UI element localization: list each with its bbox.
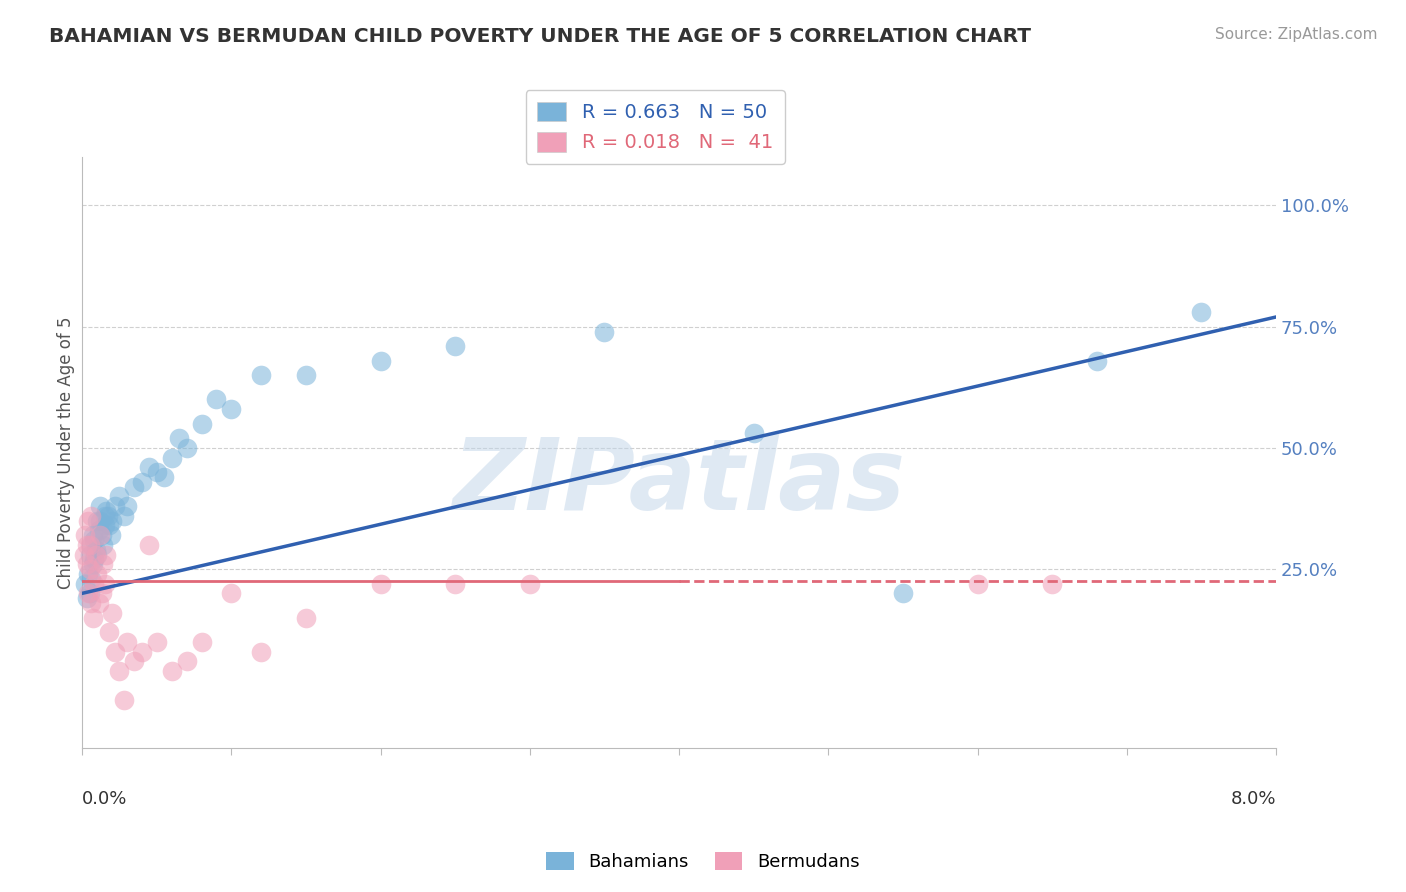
Point <box>221 586 243 600</box>
Point <box>100 528 122 542</box>
Text: 0.0%: 0.0% <box>82 790 128 808</box>
Point <box>79 586 101 600</box>
Point <box>519 576 541 591</box>
Text: BAHAMIAN VS BERMUDAN CHILD POVERTY UNDER THE AGE OF 5 CORRELATION CHART: BAHAMIAN VS BERMUDAN CHILD POVERTY UNDER… <box>49 27 1031 45</box>
Point <box>90 586 112 600</box>
Point <box>89 528 111 542</box>
Point <box>83 533 105 547</box>
Point <box>90 528 112 542</box>
Point <box>370 353 392 368</box>
Point <box>76 538 98 552</box>
Point <box>250 368 273 383</box>
Point <box>77 514 100 528</box>
Point <box>75 576 97 591</box>
Point <box>77 566 100 581</box>
Point <box>82 528 104 542</box>
Point <box>112 693 135 707</box>
Y-axis label: Child Poverty Under the Age of 5: Child Poverty Under the Age of 5 <box>58 317 75 589</box>
Point <box>83 576 105 591</box>
Point <box>176 441 198 455</box>
Point <box>93 518 115 533</box>
Point <box>94 504 117 518</box>
Point <box>86 548 108 562</box>
Point <box>108 664 131 678</box>
Point <box>80 572 103 586</box>
Point <box>87 596 110 610</box>
Point <box>108 489 131 503</box>
Point <box>153 470 176 484</box>
Point <box>83 552 105 566</box>
Point <box>86 514 108 528</box>
Point <box>87 524 110 538</box>
Point <box>115 635 138 649</box>
Point <box>1040 576 1063 591</box>
Point <box>82 610 104 624</box>
Point <box>91 538 114 552</box>
Point <box>131 644 153 658</box>
Point <box>98 625 121 640</box>
Point <box>84 542 107 557</box>
Point <box>124 654 146 668</box>
Point <box>966 576 988 591</box>
Point <box>98 518 121 533</box>
Point <box>190 635 212 649</box>
Point <box>89 499 111 513</box>
Point <box>145 635 167 649</box>
Point <box>138 460 160 475</box>
Text: 8.0%: 8.0% <box>1230 790 1277 808</box>
Point <box>444 576 467 591</box>
Point <box>80 596 103 610</box>
Point <box>76 591 98 606</box>
Point <box>79 562 101 576</box>
Point <box>96 508 118 523</box>
Point <box>101 606 124 620</box>
Point <box>167 431 190 445</box>
Point <box>1189 305 1212 319</box>
Point <box>250 644 273 658</box>
Point <box>131 475 153 489</box>
Point <box>891 586 914 600</box>
Point <box>138 538 160 552</box>
Point <box>1085 353 1108 368</box>
Point <box>124 480 146 494</box>
Legend: R = 0.663   N = 50, R = 0.018   N =  41: R = 0.663 N = 50, R = 0.018 N = 41 <box>526 90 785 164</box>
Point <box>104 499 127 513</box>
Point <box>72 548 94 562</box>
Point <box>76 558 98 572</box>
Point <box>176 654 198 668</box>
Point <box>205 392 228 407</box>
Point <box>145 465 167 479</box>
Text: Source: ZipAtlas.com: Source: ZipAtlas.com <box>1215 27 1378 42</box>
Point <box>115 499 138 513</box>
Point <box>742 426 765 441</box>
Point <box>160 664 183 678</box>
Point <box>93 576 115 591</box>
Point <box>80 538 103 552</box>
Point <box>89 514 111 528</box>
Point <box>77 586 100 600</box>
Point <box>91 558 114 572</box>
Point <box>75 528 97 542</box>
Point <box>295 610 318 624</box>
Legend: Bahamians, Bermudans: Bahamians, Bermudans <box>540 845 866 879</box>
Point <box>86 566 108 581</box>
Point <box>444 339 467 353</box>
Point <box>295 368 318 383</box>
Point <box>112 508 135 523</box>
Point <box>190 417 212 431</box>
Point <box>370 576 392 591</box>
Point <box>104 644 127 658</box>
Point <box>84 548 107 562</box>
Point <box>79 548 101 562</box>
Point <box>80 508 103 523</box>
Point <box>94 548 117 562</box>
Point <box>101 514 124 528</box>
Point <box>79 538 101 552</box>
Text: ZIPatlas: ZIPatlas <box>453 434 905 531</box>
Point <box>82 558 104 572</box>
Point <box>160 450 183 465</box>
Point <box>221 402 243 417</box>
Point <box>593 325 616 339</box>
Point <box>93 508 115 523</box>
